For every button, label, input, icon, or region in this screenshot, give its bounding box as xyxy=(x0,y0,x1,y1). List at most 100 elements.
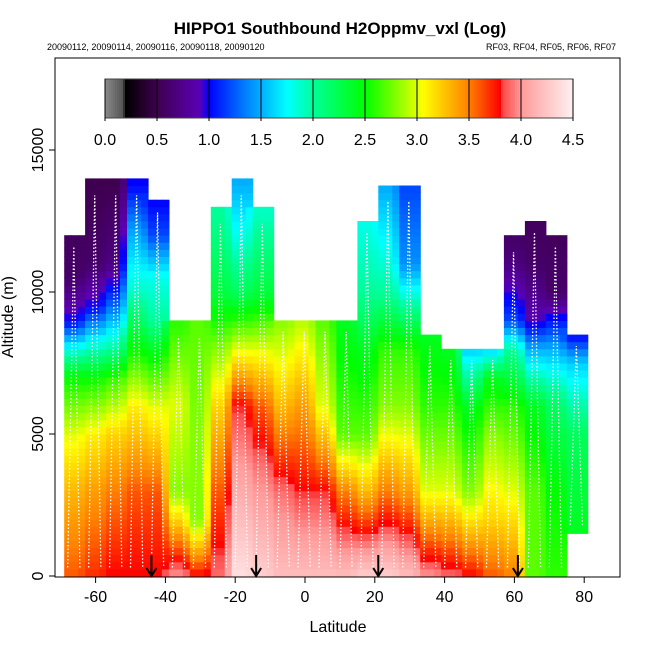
heatmap-cell xyxy=(120,270,128,279)
heatmap-cell xyxy=(364,426,372,435)
colorbar-segment xyxy=(341,79,344,118)
heatmap-cell xyxy=(441,483,449,492)
heatmap-cell xyxy=(566,476,575,485)
heatmap-cell xyxy=(113,568,121,577)
heatmap-cell xyxy=(273,547,282,556)
heatmap-cell xyxy=(147,221,156,229)
heatmap-cell xyxy=(175,405,184,414)
heatmap-cell xyxy=(259,242,268,250)
heatmap-cell xyxy=(224,341,233,350)
heatmap-cell xyxy=(287,476,296,485)
heatmap-cell xyxy=(106,512,114,520)
heatmap-cell xyxy=(552,355,561,364)
heatmap-cell xyxy=(531,256,540,265)
heatmap-cell xyxy=(427,348,435,357)
heatmap-cell xyxy=(357,526,365,534)
heatmap-cell xyxy=(78,533,86,541)
heatmap-cell xyxy=(552,341,561,350)
heatmap-cell xyxy=(168,490,177,499)
heatmap-cell xyxy=(231,185,240,194)
colorbar-segment xyxy=(141,79,144,118)
heatmap-cell xyxy=(524,228,533,236)
heatmap-cell xyxy=(85,199,93,208)
heatmap-cell xyxy=(483,377,491,385)
heatmap-cell xyxy=(127,547,135,556)
heatmap-cell xyxy=(545,519,554,527)
heatmap-cell xyxy=(161,483,170,492)
heatmap-cell xyxy=(189,334,198,343)
heatmap-cell xyxy=(364,448,372,456)
heatmap-cell xyxy=(385,185,393,194)
heatmap-cell xyxy=(99,320,107,328)
heatmap-cell xyxy=(64,299,72,307)
heatmap-cell xyxy=(161,568,170,577)
heatmap-cell xyxy=(259,270,268,279)
heatmap-cell xyxy=(545,313,554,321)
heatmap-cell xyxy=(336,448,344,456)
heatmap-cell xyxy=(147,249,156,257)
heatmap-cell xyxy=(552,327,561,336)
heatmap-cell xyxy=(252,398,261,407)
heatmap-cell xyxy=(545,242,554,250)
heatmap-cell xyxy=(420,391,428,399)
heatmap-cell xyxy=(71,377,79,385)
heatmap-cell xyxy=(399,469,407,478)
heatmap-cell xyxy=(294,490,303,499)
heatmap-cell xyxy=(78,441,86,449)
heatmap-cell xyxy=(273,348,282,357)
heatmap-cell xyxy=(462,384,470,392)
heatmap-cell xyxy=(490,462,498,470)
heatmap-cell xyxy=(490,547,498,556)
heatmap-cell xyxy=(106,476,114,485)
colorbar-segment xyxy=(123,79,126,118)
heatmap-cell xyxy=(259,434,268,442)
heatmap-cell xyxy=(476,448,484,456)
heatmap-cell xyxy=(252,221,261,229)
heatmap-cell xyxy=(92,355,100,364)
heatmap-cell xyxy=(71,327,79,336)
heatmap-cell xyxy=(92,561,100,570)
heatmap-cell xyxy=(503,505,512,513)
heatmap-cell xyxy=(552,320,561,328)
heatmap-cell xyxy=(371,249,379,257)
colorbar-segment xyxy=(393,79,396,118)
colorbar-segment xyxy=(395,79,398,118)
heatmap-cell xyxy=(99,419,107,428)
heatmap-cell xyxy=(315,483,324,492)
heatmap-cell xyxy=(99,469,107,478)
heatmap-cell xyxy=(524,455,533,463)
heatmap-cell xyxy=(280,419,289,428)
heatmap-cell xyxy=(161,419,170,428)
heatmap-cell xyxy=(168,384,177,392)
heatmap-cell xyxy=(371,313,379,321)
heatmap-cell xyxy=(99,185,107,194)
heatmap-cell xyxy=(517,306,526,314)
colorbar-segment xyxy=(249,79,252,118)
heatmap-cell xyxy=(308,384,317,392)
heatmap-cell xyxy=(301,561,310,570)
heatmap-cell xyxy=(266,533,275,541)
heatmap-cell xyxy=(552,434,561,442)
colorbar-segment xyxy=(555,79,558,118)
heatmap-cell xyxy=(120,490,128,499)
heatmap-cell xyxy=(294,540,303,549)
heatmap-cell xyxy=(106,377,114,385)
heatmap-cell xyxy=(71,462,79,470)
heatmap-cell xyxy=(64,277,72,286)
heatmap-cell xyxy=(413,434,421,442)
heatmap-cell xyxy=(531,448,540,456)
heatmap-cell xyxy=(141,199,149,208)
heatmap-cell xyxy=(259,363,268,371)
heatmap-cell xyxy=(92,497,100,506)
colorbar-segment xyxy=(549,79,552,118)
heatmap-cell xyxy=(182,455,191,463)
heatmap-cell xyxy=(490,568,498,577)
heatmap-cell xyxy=(182,405,191,414)
heatmap-cell xyxy=(161,434,170,442)
heatmap-cell xyxy=(531,476,540,485)
heatmap-cell xyxy=(350,363,358,371)
heatmap-cell xyxy=(294,398,303,407)
heatmap-cell xyxy=(462,547,470,556)
heatmap-cell xyxy=(559,476,568,485)
heatmap-cell xyxy=(510,327,519,336)
